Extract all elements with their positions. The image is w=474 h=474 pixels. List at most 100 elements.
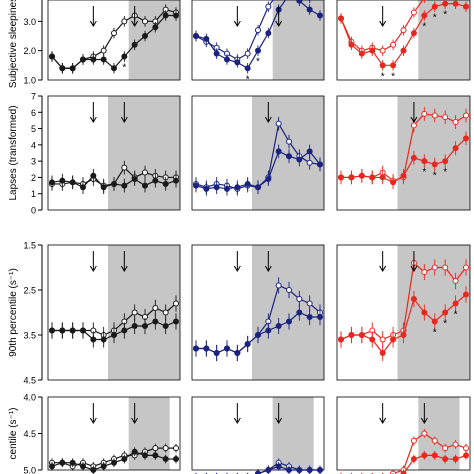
point-filled: [348, 174, 355, 181]
point-filled: [90, 467, 97, 473]
marker-arrow-head: [120, 265, 128, 272]
shade-region: [108, 245, 180, 380]
panel-r1-c1: [191, 95, 325, 211]
significance-star: *: [246, 74, 250, 85]
point-filled: [431, 318, 438, 325]
point-filled: [410, 296, 417, 302]
point-filled: [193, 345, 199, 352]
shade-region: [108, 96, 180, 210]
point-open: [100, 47, 107, 54]
point-filled: [306, 6, 313, 13]
point-filled: [111, 459, 117, 466]
point-open: [121, 164, 128, 171]
point-filled: [173, 456, 179, 463]
shade-region: [252, 245, 324, 380]
y-tick-label-row-1: 5: [31, 124, 36, 134]
point-filled: [234, 184, 241, 191]
point-filled: [421, 12, 428, 19]
point-filled: [348, 332, 355, 338]
point-filled: [121, 182, 128, 189]
panel-r3-c0: [47, 396, 181, 474]
point-filled: [255, 184, 261, 191]
point-open: [400, 27, 407, 34]
point-filled: [463, 452, 469, 459]
panel-r0-c1: **: [191, 0, 325, 85]
point-open: [452, 119, 459, 126]
marker-arrow-head: [264, 116, 272, 123]
point-filled: [100, 184, 107, 191]
shade-region: [252, 96, 324, 210]
panel-r1-c2: * * *: [336, 95, 471, 211]
point-filled: [442, 456, 449, 463]
significance-star: *: [391, 71, 395, 82]
point-filled: [275, 148, 282, 155]
point-filled: [390, 336, 397, 343]
point-open: [442, 114, 449, 121]
point-open: [442, 445, 449, 452]
point-filled: [193, 182, 199, 189]
point-filled: [390, 179, 397, 186]
point-filled: [142, 33, 148, 39]
point-filled: [463, 135, 469, 142]
point-filled: [203, 345, 210, 352]
marker-arrow-head: [233, 265, 241, 272]
point-filled: [379, 62, 386, 69]
significance-star: *: [443, 167, 447, 178]
point-filled: [296, 156, 303, 163]
significance-star: *: [422, 167, 426, 178]
point-open: [275, 120, 282, 127]
point-filled: [463, 3, 469, 10]
point-filled: [317, 314, 323, 320]
point-filled: [286, 153, 292, 160]
point-filled: [286, 318, 292, 325]
point-filled: [338, 174, 344, 181]
ylabel-row-2: 90th percentile (s⁻¹): [8, 268, 19, 357]
point-filled: [306, 314, 313, 320]
point-open: [431, 437, 438, 444]
point-filled: [265, 30, 272, 37]
marker-arrow-head: [410, 116, 418, 123]
panel-r3-c2: [336, 396, 471, 474]
point-filled: [203, 185, 210, 192]
y-tick-label-row-1: 4: [31, 140, 36, 150]
point-filled: [224, 345, 230, 352]
y-tick-label-row-1: 1: [31, 189, 36, 199]
point-open: [452, 441, 459, 448]
point-filled: [69, 327, 76, 334]
point-open: [286, 138, 292, 145]
point-filled: [131, 41, 138, 48]
point-filled: [234, 350, 241, 356]
point-filled: [224, 185, 230, 192]
point-filled: [59, 65, 66, 72]
point-filled: [121, 327, 128, 334]
point-open: [152, 305, 159, 311]
point-open: [121, 18, 128, 25]
panel-frame: [47, 396, 181, 471]
point-open: [111, 30, 117, 37]
y-tick-label-row-0: 3.0: [23, 17, 36, 27]
marker-arrow-head: [379, 20, 387, 27]
point-filled: [400, 172, 407, 179]
point-open: [421, 110, 428, 117]
marker-arrow-head: [233, 417, 241, 424]
point-open: [131, 309, 138, 316]
point-filled: [442, 158, 449, 165]
point-open: [421, 430, 428, 437]
point-filled: [90, 336, 97, 343]
point-filled: [152, 452, 159, 459]
panel-r0-c2: * * * * *: [336, 0, 471, 82]
marker-arrow-head: [233, 20, 241, 27]
point-filled: [59, 459, 66, 466]
y-tick-label-row-3: 4.0: [23, 393, 36, 403]
point-filled: [111, 332, 117, 338]
point-filled: [162, 12, 169, 19]
panel-r1-c0: [47, 95, 181, 211]
point-filled: [131, 176, 138, 183]
point-filled: [348, 41, 355, 48]
point-filled: [142, 182, 148, 189]
point-filled: [80, 463, 86, 470]
point-filled: [131, 323, 138, 329]
point-open: [296, 296, 303, 302]
point-open: [463, 445, 469, 452]
point-filled: [49, 179, 55, 186]
